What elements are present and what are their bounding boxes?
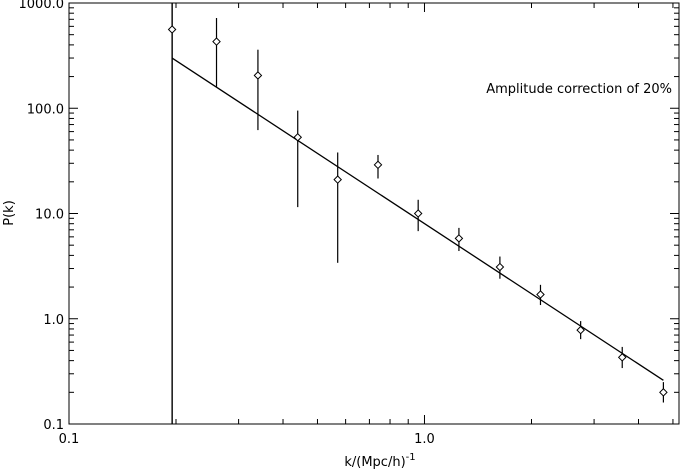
data-point [536, 290, 545, 299]
axes: 0.1 1.0 0.1 1.0 10.0 100.0 1000.0 [19, 0, 680, 447]
x-axis-title: k/(Mpc/h)-1 [344, 452, 415, 469]
data-point [617, 353, 627, 362]
y-tick-label: 100.0 [27, 102, 64, 117]
x-axis-title-exponent: -1 [406, 452, 416, 463]
x-axis-title-main: k/(Mpc/h) [344, 455, 405, 469]
x-tick-label: 1.0 [414, 432, 435, 447]
data-point [333, 175, 343, 184]
plot-frame [68, 2, 680, 425]
data-point [293, 132, 303, 142]
data-point [167, 25, 177, 34]
y-tick-label: 10.0 [35, 208, 64, 223]
data-point [576, 325, 585, 335]
y-tick-label: 1.0 [43, 313, 64, 328]
data-point [413, 209, 423, 218]
y-tick-label: 1000.0 [19, 0, 65, 12]
data-point [212, 37, 221, 46]
data-point [495, 262, 505, 272]
plot-area [167, 3, 668, 424]
y-axis-title: P(k) [2, 200, 17, 226]
data-point [253, 71, 263, 80]
data-point [373, 160, 383, 170]
data-point [454, 234, 464, 243]
x-tick-label: 0.1 [59, 432, 80, 447]
data-point [659, 388, 668, 397]
amplitude-annotation: Amplitude correction of 20% [486, 82, 672, 97]
y-tick-label: 0.1 [43, 418, 64, 433]
